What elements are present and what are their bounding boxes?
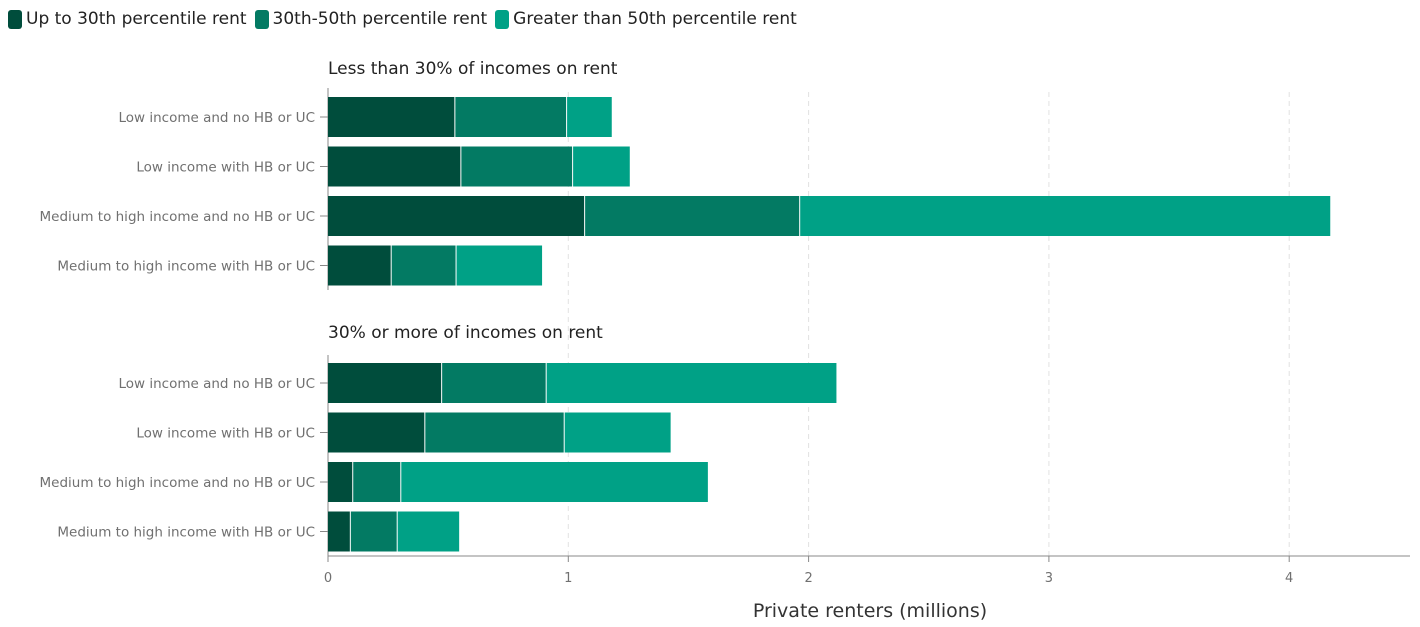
legend: Up to 30th percentile rent 30th-50th per… <box>8 9 805 29</box>
category-label-low-income-with-hb-or-uc: Low income with HB or UC <box>136 426 315 442</box>
legend-label-up-to-30th: Up to 30th percentile rent <box>26 9 247 29</box>
x-tick-label-1: 1 <box>564 571 572 586</box>
legend-item-up-to-30th[interactable]: Up to 30th percentile rent <box>8 9 247 29</box>
bar-segment-greater-than-50th-percentile-rent-medium-to-high-income-and-no-hb-or-uc <box>401 462 708 502</box>
x-tick-label-2: 2 <box>804 571 812 586</box>
bar-segment-30th-50th-percentile-rent-medium-to-high-income-and-no-hb-or-uc <box>353 462 401 502</box>
category-label-medium-to-high-income-with-hb-or-uc: Medium to high income with HB or UC <box>57 259 315 275</box>
bar-segment-up-to-30th-percentile-rent-low-income-with-hb-or-uc <box>328 412 425 453</box>
bar-segment-30th-50th-percentile-rent-low-income-with-hb-or-uc <box>425 412 564 453</box>
bar-segment-greater-than-50th-percentile-rent-medium-to-high-income-and-no-hb-or-uc <box>800 196 1331 236</box>
bar-segment-up-to-30th-percentile-rent-medium-to-high-income-and-no-hb-or-uc <box>328 196 585 236</box>
legend-item-greater-50th[interactable]: Greater than 50th percentile rent <box>495 9 797 29</box>
bar-segment-greater-than-50th-percentile-rent-low-income-with-hb-or-uc <box>573 146 630 187</box>
bar-segment-greater-than-50th-percentile-rent-low-income-and-no-hb-or-uc <box>567 97 612 137</box>
panel-title-30-or-more: 30% or more of incomes on rent <box>328 323 603 343</box>
bar-segment-greater-than-50th-percentile-rent-medium-to-high-income-with-hb-or-uc <box>456 245 543 286</box>
bar-segment-up-to-30th-percentile-rent-low-income-and-no-hb-or-uc <box>328 97 455 137</box>
category-label-low-income-and-no-hb-or-uc: Low income and no HB or UC <box>118 376 315 392</box>
legend-label-greater-50th: Greater than 50th percentile rent <box>513 9 797 29</box>
bar-segment-up-to-30th-percentile-rent-medium-to-high-income-with-hb-or-uc <box>328 511 350 552</box>
x-tick-label-4: 4 <box>1285 571 1293 586</box>
bar-segment-30th-50th-percentile-rent-medium-to-high-income-with-hb-or-uc <box>391 245 456 286</box>
bar-segment-greater-than-50th-percentile-rent-low-income-and-no-hb-or-uc <box>546 363 837 403</box>
legend-swatch-greater-50th <box>495 9 510 29</box>
bar-segment-up-to-30th-percentile-rent-medium-to-high-income-with-hb-or-uc <box>328 245 391 286</box>
legend-swatch-30th-50th <box>254 9 269 29</box>
x-tick-label-0: 0 <box>324 571 332 586</box>
bar-segment-greater-than-50th-percentile-rent-low-income-with-hb-or-uc <box>564 412 671 453</box>
bar-segment-up-to-30th-percentile-rent-low-income-and-no-hb-or-uc <box>328 363 442 403</box>
category-label-medium-to-high-income-with-hb-or-uc: Medium to high income with HB or UC <box>57 525 315 541</box>
legend-label-30th-50th: 30th-50th percentile rent <box>272 9 488 29</box>
category-label-low-income-and-no-hb-or-uc: Low income and no HB or UC <box>118 110 315 126</box>
bar-segment-30th-50th-percentile-rent-medium-to-high-income-with-hb-or-uc <box>350 511 397 552</box>
bar-segment-30th-50th-percentile-rent-low-income-and-no-hb-or-uc <box>455 97 567 137</box>
x-axis-title: Private renters (millions) <box>752 600 988 622</box>
legend-item-30th-50th[interactable]: 30th-50th percentile rent <box>254 9 488 29</box>
x-tick-label-3: 3 <box>1045 571 1053 586</box>
bar-segment-up-to-30th-percentile-rent-low-income-with-hb-or-uc <box>328 146 461 187</box>
category-label-low-income-with-hb-or-uc: Low income with HB or UC <box>136 160 315 176</box>
category-label-medium-to-high-income-and-no-hb-or-uc: Medium to high income and no HB or UC <box>40 209 315 225</box>
bar-segment-30th-50th-percentile-rent-medium-to-high-income-and-no-hb-or-uc <box>585 196 800 236</box>
category-label-medium-to-high-income-and-no-hb-or-uc: Medium to high income and no HB or UC <box>40 475 315 491</box>
bar-segment-30th-50th-percentile-rent-low-income-with-hb-or-uc <box>461 146 573 187</box>
panel-title-less-than-30: Less than 30% of incomes on rent <box>328 59 618 79</box>
legend-swatch-up-to-30th <box>8 9 22 29</box>
bar-segment-30th-50th-percentile-rent-low-income-and-no-hb-or-uc <box>442 363 546 403</box>
bar-segment-greater-than-50th-percentile-rent-medium-to-high-income-with-hb-or-uc <box>397 511 460 552</box>
bar-segment-up-to-30th-percentile-rent-medium-to-high-income-and-no-hb-or-uc <box>328 462 353 502</box>
